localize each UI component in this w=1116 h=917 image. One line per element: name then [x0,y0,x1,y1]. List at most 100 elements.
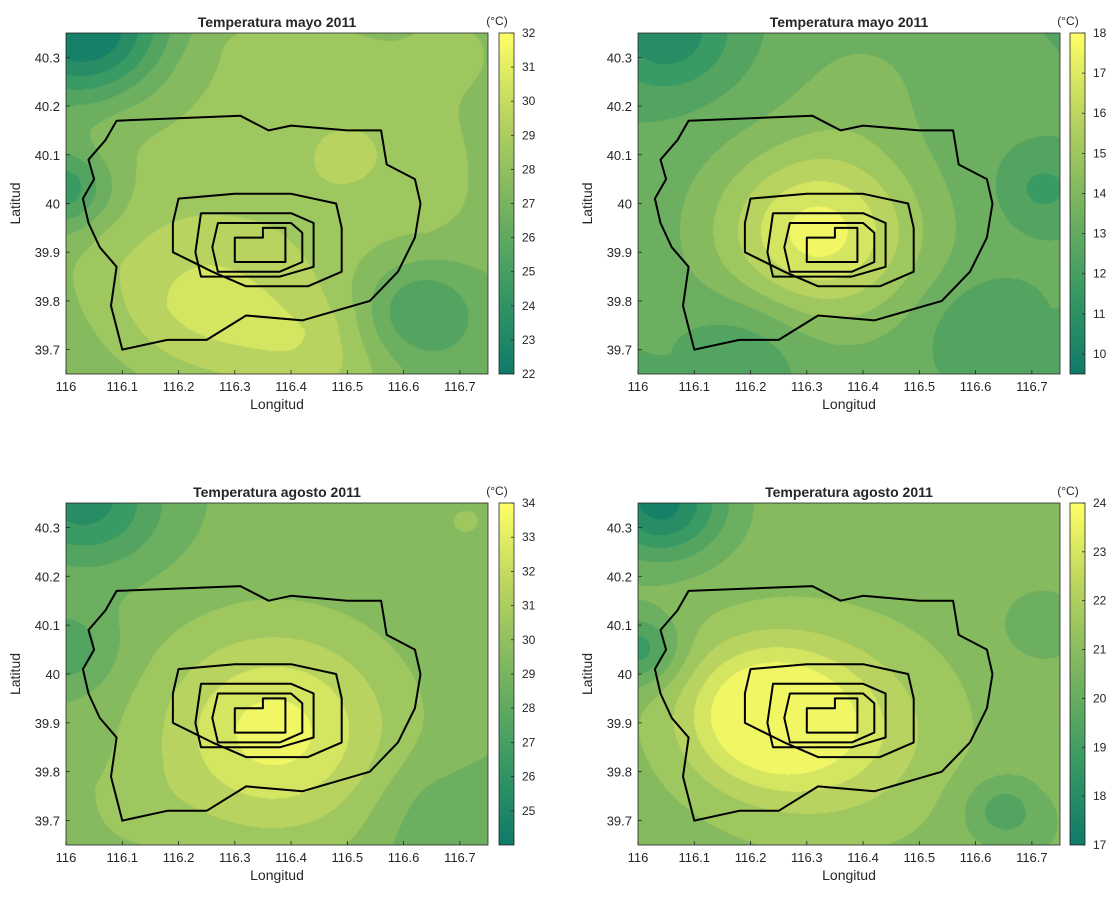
ring-road-3 [194,212,315,278]
colorbar-tick-label: 27 [522,735,536,749]
x-tick-label: 116.4 [275,850,307,865]
x-tick-label: 116.3 [219,850,251,865]
colorbar [1069,32,1086,375]
colorbar-tick-label: 23 [522,333,536,347]
ring-road-1 [81,585,422,822]
x-tick-label: 116.3 [791,379,823,394]
y-tick-label: 40.1 [607,618,632,633]
colorbar-tick-label: 24 [522,299,536,313]
ring-road-4 [211,222,304,273]
colorbar-tick-label: 19 [1093,740,1107,754]
x-tick-label: 116.1 [106,850,138,865]
x-tick-label: 116.4 [847,850,879,865]
colorbar-unit-label: (°C) [486,484,507,498]
y-tick-label: 40.2 [35,99,60,114]
colorbar-tick-label: 27 [522,197,536,211]
temperature-field [638,33,1060,374]
x-axis-label: Longitud [250,396,304,412]
colorbar-tick-label: 17 [1093,838,1107,852]
x-tick-label: 116.6 [388,850,420,865]
x-tick-label: 116.5 [332,850,364,865]
chart-title: Temperatura mayo 2011 [770,14,929,30]
colorbar-tick-label: 31 [522,60,536,74]
colorbar-tick-label: 28 [522,162,536,176]
x-tick-label: 116.1 [106,379,138,394]
chart-panel-4: 116 116.1 116.2 116.3 116.4 116.5 116.6 116.7 39… [579,484,1107,883]
x-tick-label: 116.2 [735,850,767,865]
y-tick-label: 39.9 [35,716,60,731]
colorbar-tick-label: 22 [1093,594,1107,608]
colorbar [1069,502,1086,846]
x-tick-label: 116.1 [678,850,710,865]
chart-panel-3: 116 116.1 116.2 116.3 116.4 116.5 116.6 116.7 39… [7,484,536,883]
x-tick-label: 116.5 [904,379,936,394]
colorbar-tick-label: 26 [522,770,536,784]
colorbar-tick-label: 32 [522,26,536,40]
x-axis-label: Longitud [822,867,876,883]
ring-road-3 [766,212,887,278]
y-tick-label: 40.1 [35,148,60,163]
colorbar-tick-label: 23 [1093,545,1107,559]
chart-panel-1: 116 116.1 116.2 116.3 116.4 116.5 116.6 116.7 39… [7,14,536,412]
colorbar-tick-label: 26 [522,231,536,245]
ring-road-3 [194,682,315,749]
colorbar-tick-label: 17 [1093,66,1107,80]
ring-road-3 [766,682,887,749]
colorbar-tick-label: 16 [1093,106,1107,120]
colorbar-tick-label: 24 [1093,496,1107,510]
colorbar-tick-label: 25 [522,804,536,818]
ring-road-2 [171,192,343,288]
chart-title: Temperatura agosto 2011 [765,484,933,500]
y-tick-label: 40 [618,197,632,212]
colorbar-tick-label: 32 [522,564,536,578]
y-axis-label: Latitud [7,182,23,224]
x-tick-label: 116.2 [163,850,195,865]
y-axis-label: Latitud [7,653,23,695]
y-tick-label: 40.3 [607,50,632,65]
x-tick-label: 116.3 [791,850,823,865]
colorbar-tick-label: 34 [522,496,536,510]
y-tick-label: 39.8 [607,294,632,309]
colorbar-tick-label: 11 [1093,307,1106,321]
colorbar-tick-label: 15 [1093,146,1107,160]
y-tick-label: 39.8 [35,294,60,309]
temperature-field [66,33,488,374]
chart-title: Temperatura agosto 2011 [193,484,361,500]
temperature-field [638,503,1060,845]
x-tick-label: 116.4 [847,379,879,394]
x-tick-label: 116 [56,379,77,394]
colorbar-tick-label: 22 [522,367,536,381]
x-tick-label: 116.6 [388,379,420,394]
ring-road-1 [653,585,994,822]
colorbar-tick-label: 18 [1093,789,1107,803]
y-tick-label: 40.2 [607,99,632,114]
colorbar-unit-label: (°C) [1057,484,1078,498]
x-tick-label: 116.1 [678,379,710,394]
y-tick-label: 40.3 [35,50,60,65]
ring-road-2 [171,663,343,759]
x-tick-label: 116.7 [1016,379,1048,394]
ring-road-4 [211,692,304,744]
colorbar-tick-label: 31 [522,599,536,613]
colorbar-tick-label: 21 [1093,643,1107,657]
ring-road-5 [233,226,287,263]
x-tick-label: 116.6 [960,850,992,865]
chart-title: Temperatura mayo 2011 [198,14,357,30]
x-tick-label: 116.6 [960,379,992,394]
x-axis-label: Longitud [250,867,304,883]
y-tick-label: 39.8 [607,765,632,780]
colorbar-tick-label: 10 [1093,347,1107,361]
ring-road-2 [743,192,915,288]
y-tick-label: 40 [618,667,632,682]
ring-road-1 [653,114,994,351]
x-tick-label: 116.2 [735,379,767,394]
chart-panel-2: 116 116.1 116.2 116.3 116.4 116.5 116.6 116.7 39… [579,14,1107,412]
y-tick-label: 40.3 [607,520,632,535]
ring-road-5 [233,697,287,734]
x-tick-label: 116 [628,379,649,394]
y-axis-label: Latitud [579,182,595,224]
colorbar-tick-label: 30 [522,94,536,108]
colorbar-unit-label: (°C) [486,14,507,28]
x-tick-label: 116 [56,850,77,865]
y-tick-label: 39.9 [607,245,632,260]
